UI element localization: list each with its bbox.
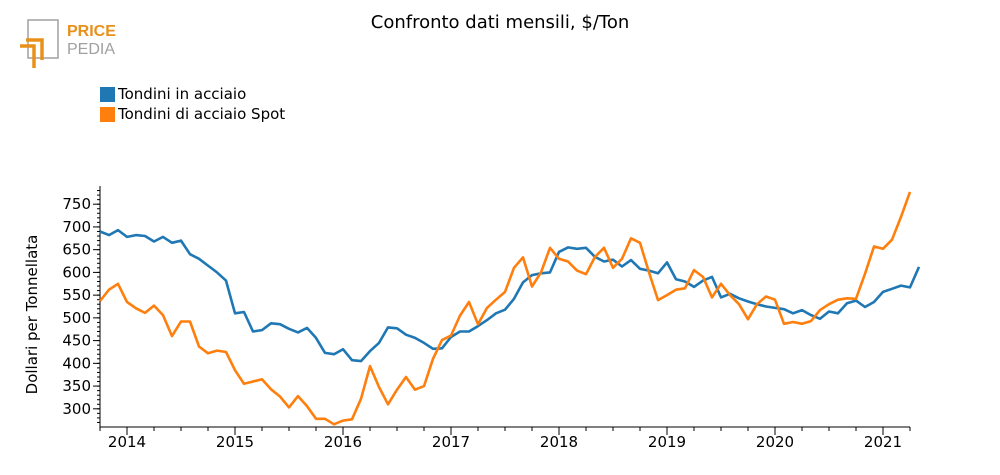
y-tick-label: 650 (62, 241, 91, 259)
legend-swatch-2 (100, 106, 115, 122)
legend-swatch-1 (100, 86, 115, 102)
chart-title: Confronto dati mensili, $/Ton (370, 12, 630, 33)
x-tick-label: 2018 (540, 433, 578, 451)
series-line-2 (98, 191, 912, 426)
y-tick-label: 700 (62, 218, 91, 236)
y-tick-label: 600 (62, 263, 91, 281)
logo-word-price: PRICE (67, 23, 116, 40)
legend-label-1: Tondini in acciaio (118, 85, 247, 103)
x-tick-label: 2021 (864, 433, 902, 451)
x-tick-label: 2020 (756, 433, 794, 451)
x-tick-label: 2019 (648, 433, 686, 451)
legend-label-2: Tondini di acciaio Spot (118, 105, 286, 123)
y-tick-label: 750 (62, 195, 91, 213)
y-tick-label: 500 (62, 309, 91, 327)
pricepedia-logo: PRICE PEDIA (20, 19, 116, 68)
y-tick-label: 300 (62, 400, 91, 418)
y-axis-label: Dollari per Tonnellata (23, 235, 41, 395)
y-tick-label: 550 (62, 286, 91, 304)
logo-bracket-1 (20, 44, 36, 68)
series-line-1 (99, 228, 921, 363)
x-tick-label: 2017 (432, 433, 470, 451)
x-tick-label: 2014 (108, 433, 146, 451)
y-tick-label: 450 (62, 332, 91, 350)
legend-item-1: Tondini in acciaio (100, 84, 285, 104)
legend: Tondini in acciaio Tondini di acciaio Sp… (100, 84, 285, 124)
x-tick-label: 2015 (216, 433, 254, 451)
logo-word-pedia: PEDIA (67, 41, 115, 58)
y-tick-label: 400 (62, 354, 91, 372)
x-tick-label: 2016 (324, 433, 362, 451)
logo-bracket-2 (26, 38, 44, 60)
y-tick-label: 350 (62, 377, 91, 395)
legend-item-2: Tondini di acciaio Spot (100, 104, 285, 124)
